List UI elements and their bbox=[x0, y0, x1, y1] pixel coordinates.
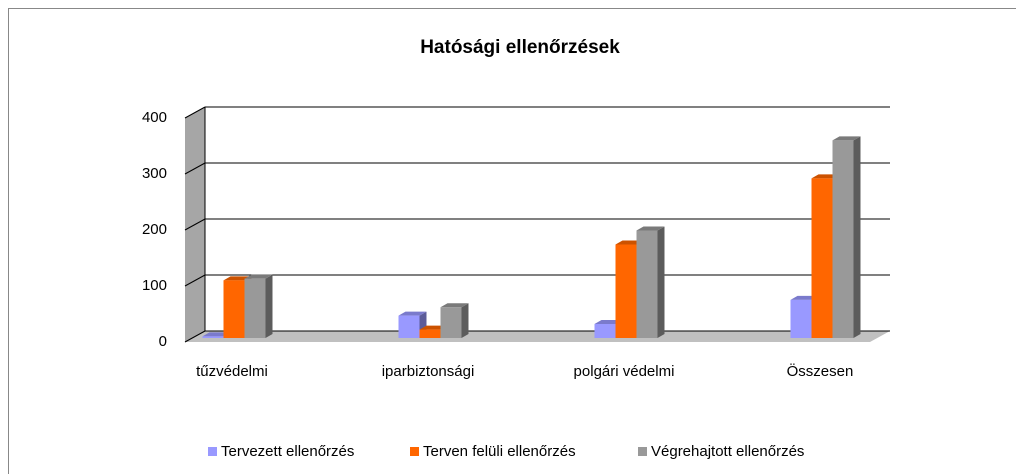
legend-label: Tervezett ellenőrzés bbox=[221, 443, 354, 460]
y-tick-label: 300 bbox=[142, 165, 167, 182]
bar-side bbox=[657, 226, 665, 338]
grid-line-side bbox=[184, 330, 206, 343]
bar-side bbox=[853, 136, 861, 338]
bar bbox=[636, 230, 658, 338]
floor bbox=[185, 331, 890, 342]
y-tick-label: 400 bbox=[142, 109, 167, 126]
legend-swatch bbox=[410, 447, 419, 456]
bar-side bbox=[461, 303, 469, 338]
bar bbox=[398, 315, 420, 338]
chart-title: Hatósági ellenőrzések bbox=[420, 37, 620, 58]
grid-line-side bbox=[184, 274, 206, 287]
bar-top bbox=[398, 311, 427, 316]
x-tick-label: iparbiztonsági bbox=[382, 363, 475, 380]
bar bbox=[615, 244, 637, 338]
x-tick-label: Összesen bbox=[787, 362, 854, 380]
grid-line-side bbox=[184, 162, 206, 175]
grid-line-side bbox=[184, 218, 206, 231]
x-tick-label: tűzvédelmi bbox=[196, 363, 268, 380]
bar bbox=[594, 324, 616, 338]
y-tick-label: 0 bbox=[159, 333, 167, 350]
bar bbox=[202, 336, 224, 338]
bar-top bbox=[244, 274, 273, 279]
bar-side bbox=[265, 274, 273, 338]
legend-label: Terven felüli ellenőrzés bbox=[423, 443, 576, 460]
chart-frame bbox=[8, 8, 1016, 474]
bar bbox=[244, 278, 266, 338]
x-tick-label: polgári védelmi bbox=[574, 363, 675, 380]
grid-line-side bbox=[184, 106, 206, 119]
bar bbox=[832, 140, 854, 338]
bar-top bbox=[832, 136, 861, 141]
bar bbox=[223, 280, 245, 338]
legend-swatch bbox=[208, 447, 217, 456]
y-tick-label: 200 bbox=[142, 221, 167, 238]
legend-swatch bbox=[638, 447, 647, 456]
legend-label: Végrehajtott ellenőrzés bbox=[651, 443, 804, 460]
y-tick-label: 100 bbox=[142, 277, 167, 294]
bar-top bbox=[636, 226, 665, 231]
bar bbox=[811, 178, 833, 338]
bar bbox=[790, 299, 812, 338]
bar bbox=[419, 329, 441, 338]
bar bbox=[440, 307, 462, 338]
bar-top bbox=[440, 303, 469, 308]
